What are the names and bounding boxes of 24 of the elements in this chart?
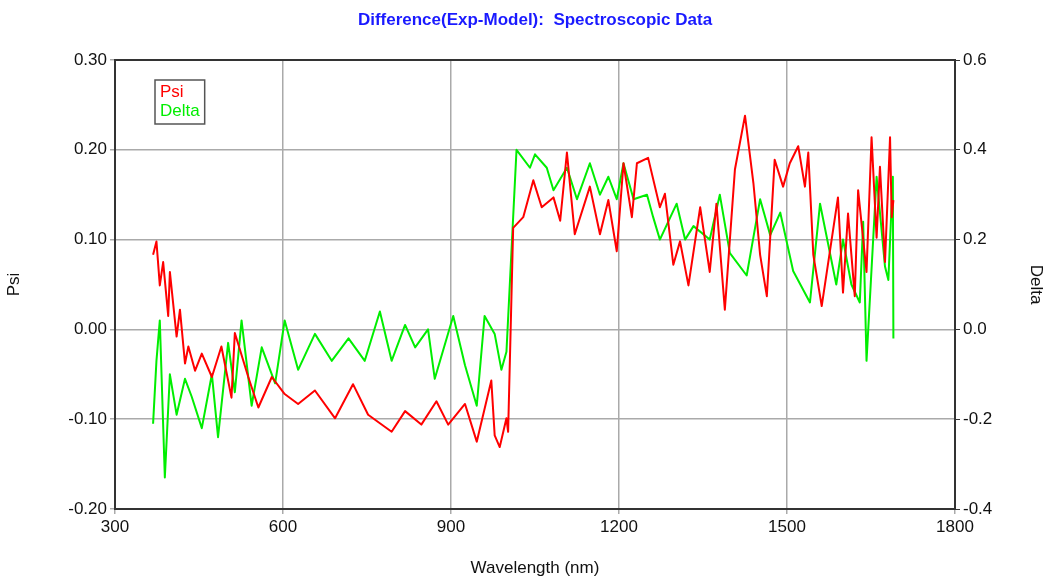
x-tick-label: 1800: [936, 516, 974, 536]
x-tick-label: 900: [436, 516, 466, 536]
y-tick-label: 0.10: [73, 229, 107, 249]
chart-title: Difference(Exp-Model): Spectroscopic Data: [357, 9, 713, 29]
y2-tick-label: 0.6: [963, 49, 987, 69]
y-tick-label: -0.10: [68, 408, 107, 428]
y-tick-label: 0.30: [73, 49, 107, 69]
y2-tick-label: 0.2: [963, 229, 987, 249]
y2-tick-label: 0.0: [963, 319, 987, 339]
y-tick-label: -0.20: [68, 498, 107, 518]
x-tick-label: 300: [100, 516, 130, 536]
x-tick-label: 600: [268, 516, 298, 536]
x-tick-label: 1200: [600, 516, 638, 536]
y-tick-label: 0.20: [73, 139, 107, 159]
text: Delta: [160, 101, 201, 121]
x-tick-label: 1500: [768, 516, 806, 536]
x-axis-title: Wavelength (nm): [470, 558, 600, 578]
y-tick-label: 0.00: [73, 319, 107, 339]
y2-tick-label: 0.4: [963, 139, 987, 159]
y2-tick-label: -0.2: [963, 408, 993, 428]
y2-axis-title: Delta: [1027, 264, 1047, 305]
y2-tick-label: -0.4: [963, 498, 993, 518]
y-axis-title: Psi: [3, 272, 23, 297]
text: Psi: [160, 82, 184, 102]
